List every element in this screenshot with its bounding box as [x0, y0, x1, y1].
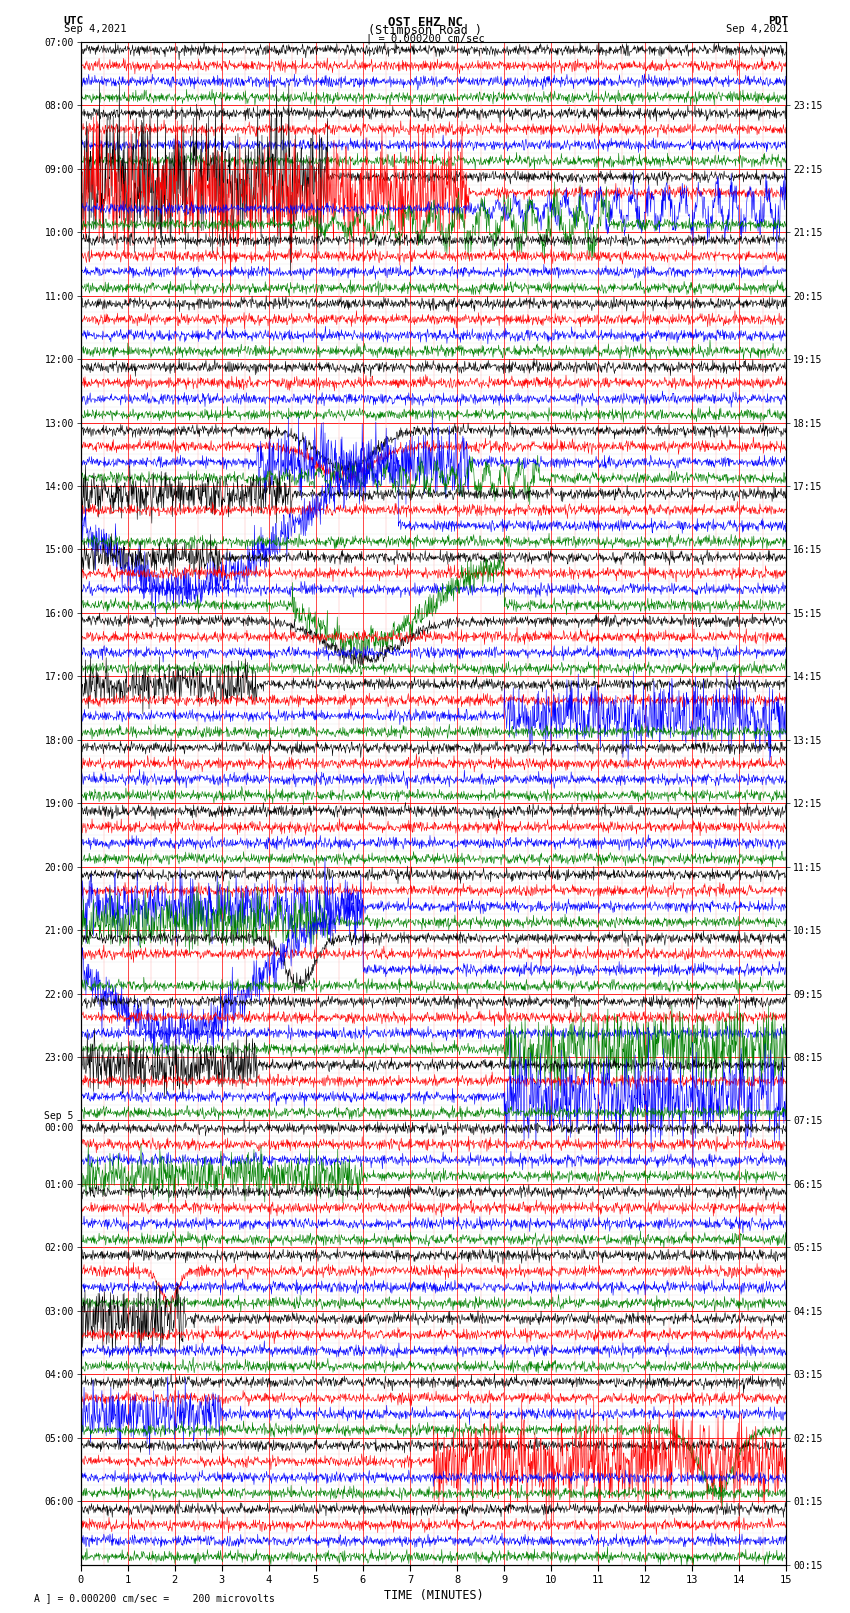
X-axis label: TIME (MINUTES): TIME (MINUTES)	[383, 1589, 484, 1602]
Text: Sep 4,2021: Sep 4,2021	[64, 24, 127, 34]
Text: OST EHZ NC: OST EHZ NC	[388, 16, 462, 29]
Text: UTC: UTC	[64, 16, 84, 26]
Text: PDT: PDT	[768, 16, 789, 26]
Text: Sep 4,2021: Sep 4,2021	[726, 24, 789, 34]
Text: | = 0.000200 cm/sec: | = 0.000200 cm/sec	[366, 34, 484, 45]
Text: (Stimpson Road ): (Stimpson Road )	[368, 24, 482, 37]
Text: A ] = 0.000200 cm/sec =    200 microvolts: A ] = 0.000200 cm/sec = 200 microvolts	[34, 1594, 275, 1603]
